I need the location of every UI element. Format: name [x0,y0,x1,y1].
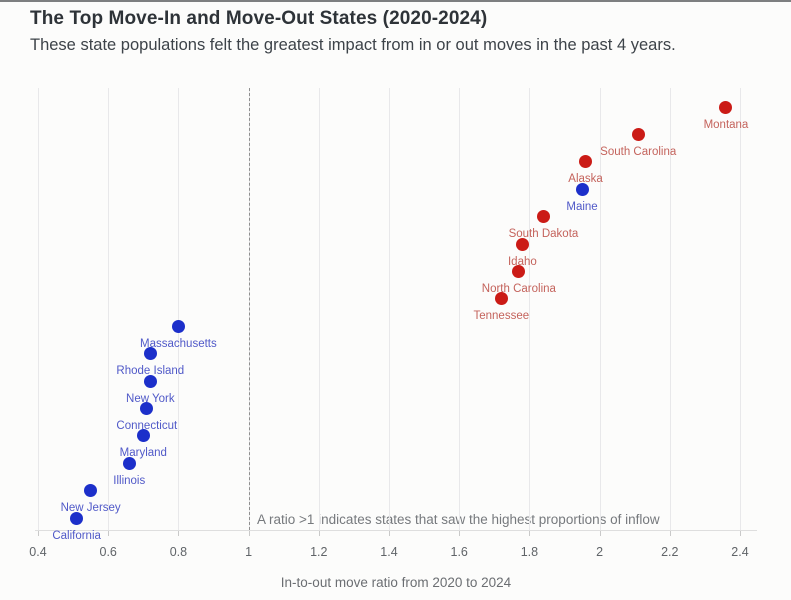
state-label-south-carolina: South Carolina [600,145,677,158]
x-tick-label-2.4: 2.4 [731,545,749,559]
data-point-tennessee [494,292,508,306]
top-border [0,0,791,2]
plot-area: A ratio >1 indicates states that saw the… [35,88,757,542]
state-label-illinois: Illinois [113,474,146,487]
reference-line-ratio-1 [248,88,250,530]
x-axis-title: In-to-out move ratio from 2020 to 2024 [280,575,512,590]
x-tick-mark-1.6 [459,531,461,536]
x-tick-label-1.6: 1.6 [450,545,468,559]
scatter-chart: A ratio >1 indicates states that saw the… [29,88,757,600]
gridline-0.6 [108,88,110,530]
x-tick-mark-2.2 [669,531,671,536]
state-label-south-dakota: South Dakota [508,228,579,241]
state-label-new-york: New York [126,392,175,405]
x-tick-mark-1.4 [389,531,390,536]
x-tick-label-1.4: 1.4 [380,545,398,559]
state-label-tennessee: Tennessee [473,310,530,323]
x-tick-label-1.8: 1.8 [520,545,539,559]
x-tick-label-0.4: 0.4 [29,545,47,559]
state-label-north-carolina: North Carolina [481,282,556,295]
x-tick-label-1.2: 1.2 [310,545,328,559]
gridline-0.8 [178,88,180,530]
x-tick-mark-1.2 [318,531,320,536]
gridline-2 [599,88,601,530]
gridline-2.2 [669,88,671,530]
data-point-new-jersey [84,484,98,498]
x-tick-label-2.2: 2.2 [661,545,679,559]
data-point-maryland [136,429,150,443]
x-tick-label-0.6: 0.6 [99,545,117,559]
state-label-alaska: Alaska [568,173,603,186]
chart-subtitle: These state populations felt the greates… [30,36,676,54]
gridline-1.4 [389,88,390,530]
x-tick-mark-1 [248,531,250,536]
chart-title: The Top Move-In and Move-Out States (202… [30,8,488,29]
x-tick-label-0.8: 0.8 [169,545,188,559]
data-point-idaho [515,237,529,251]
state-label-idaho: Idaho [507,255,537,268]
data-point-illinois [122,456,136,470]
data-point-rhode-island [143,347,157,361]
gridline-2.4 [740,88,741,530]
data-point-south-dakota [536,210,550,224]
x-tick-mark-2.4 [740,531,741,536]
reference-annotation: A ratio >1 indicates states that saw the… [257,512,660,527]
data-point-south-carolina [631,127,645,141]
x-tick-mark-0.4 [38,531,39,536]
gridline-1.8 [529,88,531,530]
gridline-1.6 [459,88,461,530]
state-label-california: California [52,529,101,542]
data-point-montana [719,100,733,114]
gridline-0.4 [38,88,39,530]
data-point-north-carolina [512,264,526,278]
state-label-massachusetts: Massachusetts [140,337,217,350]
data-point-maine [575,182,589,196]
data-point-massachusetts [171,319,185,333]
state-label-maryland: Maryland [119,447,167,460]
data-point-california [70,511,84,525]
x-tick-mark-2 [599,531,601,536]
state-label-connecticut: Connecticut [116,419,178,432]
state-label-rhode-island: Rhode Island [116,365,185,378]
data-point-new-york [143,374,157,388]
x-tick-mark-1.8 [529,531,531,536]
state-label-new-jersey: New Jersey [60,502,121,515]
state-label-montana: Montana [703,118,749,131]
data-point-connecticut [140,401,154,415]
data-point-alaska [579,155,593,169]
x-tick-mark-0.8 [178,531,180,536]
x-tick-label-2: 2 [596,545,604,559]
x-tick-label-1: 1 [245,545,253,559]
gridline-1.2 [318,88,320,530]
x-tick-mark-0.6 [108,531,110,536]
state-label-maine: Maine [566,200,598,213]
